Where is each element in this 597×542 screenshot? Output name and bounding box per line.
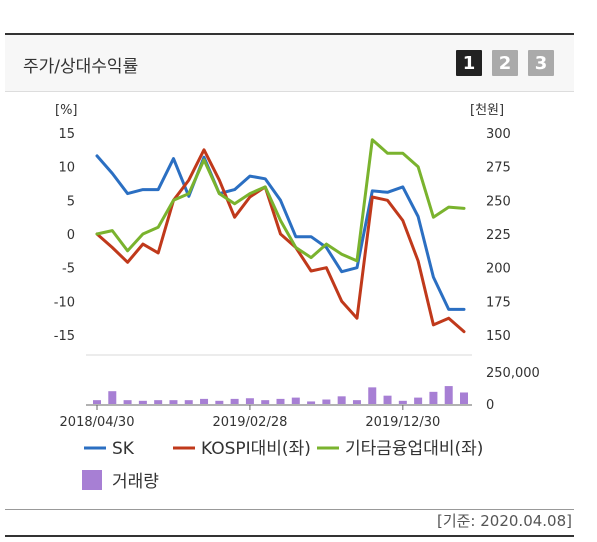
left-tick-label: 0 xyxy=(67,228,75,243)
right-axis-unit: [천원] xyxy=(470,103,504,118)
basis-prefix: [기준: xyxy=(436,512,481,530)
right-tick-label: 250 xyxy=(486,194,511,209)
volume-bar xyxy=(138,400,147,404)
basis-date: 2020.04.08 xyxy=(480,512,567,530)
right-tick-label: 200 xyxy=(486,262,511,277)
legend-label: KOSPI대비(좌) xyxy=(201,439,311,459)
legend-label: 거래량 xyxy=(112,472,159,492)
volume-bar xyxy=(169,400,178,404)
left-tick-label: -15 xyxy=(54,329,75,344)
panel-title: 주가/상대수익률 xyxy=(23,57,139,77)
volume-bar xyxy=(352,400,361,404)
left-tick-label: -5 xyxy=(62,262,75,277)
legend-label: SK xyxy=(112,439,135,459)
volume-bar xyxy=(154,400,163,404)
legend-label: 기타금융업대비(좌) xyxy=(345,439,483,459)
right-tick-label: 150 xyxy=(486,329,511,344)
x-tick-label: 2018/04/30 xyxy=(60,415,135,430)
volume-bar xyxy=(444,386,453,404)
page-tabs: 1 2 3 xyxy=(456,50,554,76)
volume-bar xyxy=(337,396,346,404)
footer-divider xyxy=(5,535,574,537)
volume-bar xyxy=(307,401,316,404)
tab-2[interactable]: 2 xyxy=(492,50,518,76)
volume-bar xyxy=(261,400,270,404)
left-tick-label: 10 xyxy=(58,161,75,176)
right-tick-label: 300 xyxy=(486,127,511,142)
volume-bar xyxy=(368,387,377,404)
volume-bar xyxy=(93,400,101,404)
basis-date-note: [기준: 2020.04.08] xyxy=(437,510,572,531)
volume-bar xyxy=(123,400,132,404)
right-tick-label: 175 xyxy=(486,295,511,310)
volume-bar xyxy=(414,397,423,404)
left-tick-label: -10 xyxy=(54,295,75,310)
left-tick-label: 5 xyxy=(67,194,75,209)
stock-chart: [%] [천원] 15 10 5 0 -5 -10 -15 300 275 250 225 200 175 1… xyxy=(54,103,540,492)
volume-bar xyxy=(215,400,224,404)
series-line-2 xyxy=(95,148,466,334)
series-line-1 xyxy=(95,154,466,311)
volume-tick-label: 250,000 xyxy=(486,366,540,381)
volume-bar xyxy=(322,399,331,404)
volume-bar xyxy=(245,398,254,404)
right-tick-label: 275 xyxy=(486,161,511,176)
chart-panel: 주가/상대수익률 1 2 3 xyxy=(5,33,574,510)
volume-bar xyxy=(460,392,468,404)
volume-bar xyxy=(383,395,392,404)
series-line-3 xyxy=(95,138,466,263)
tab-1[interactable]: 1 xyxy=(456,50,482,76)
volume-bar xyxy=(291,397,300,404)
basis-suffix: ] xyxy=(566,512,572,530)
volume-bar xyxy=(398,400,407,404)
volume-bar xyxy=(276,398,285,404)
left-axis-unit: [%] xyxy=(55,103,78,118)
left-tick-label: 15 xyxy=(58,127,75,142)
volume-bar xyxy=(108,391,117,404)
panel-header: 주가/상대수익률 1 2 3 xyxy=(5,35,574,92)
legend-swatch xyxy=(82,470,102,490)
volume-bar xyxy=(230,398,239,404)
volume-bar xyxy=(184,400,193,404)
tab-3[interactable]: 3 xyxy=(528,50,554,76)
volume-bar xyxy=(429,391,438,404)
volume-tick-label: 0 xyxy=(486,398,494,413)
x-tick-label: 2019/02/28 xyxy=(212,415,287,430)
volume-bar xyxy=(200,398,209,404)
x-tick-label: 2019/12/30 xyxy=(365,415,440,430)
right-tick-label: 225 xyxy=(486,228,511,243)
